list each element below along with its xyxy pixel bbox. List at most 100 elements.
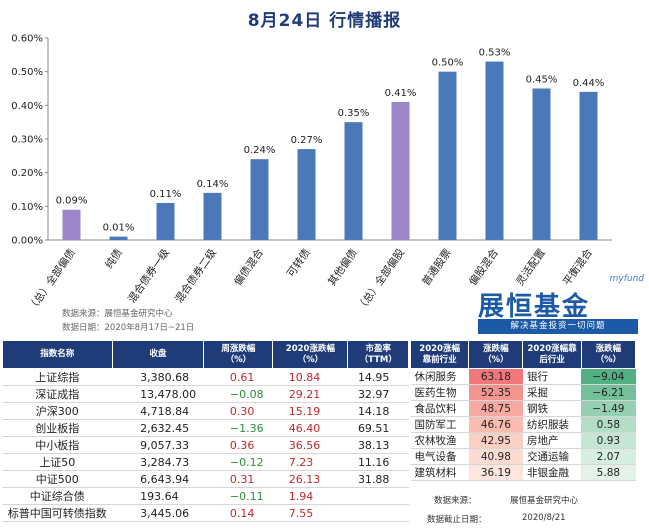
bar [250, 159, 269, 240]
x-tick-label: 普通股票 [419, 246, 454, 288]
data-label: 0.44% [573, 78, 605, 89]
x-tick-label: 混合债券一级 [125, 246, 172, 305]
header-index-name: 指数名称 [2, 340, 113, 369]
header-top-change: 涨跌幅 （%） [468, 340, 524, 369]
header-bottom-change: 涨跌幅 （%） [580, 340, 637, 369]
index-week-cell: 0.36 [203, 436, 273, 454]
index-year-cell: 46.40 [272, 419, 348, 437]
bottom-sector-change: −9.04 [581, 368, 636, 385]
bottom-sector-name: 纺织服装 [522, 416, 582, 433]
index-year-cell: 36.56 [272, 436, 348, 454]
index-pe-cell: 38.13 [347, 436, 409, 454]
data-label: 0.27% [291, 135, 323, 146]
top-sector-name: 国防军工 [410, 416, 469, 433]
y-tick-label: 0.20% [11, 168, 43, 179]
index-close-cell: 4,718.84 [112, 402, 204, 420]
index-week-cell: −1.36 [203, 419, 273, 437]
index-year-cell: 15.19 [272, 402, 348, 420]
header-year-change: 2020涨跌幅 （%） [272, 340, 349, 369]
index-pe-cell: 32.97 [347, 385, 409, 403]
table-row: 中小板指 9,057.33 0.36 36.56 38.13 [2, 436, 409, 454]
index-name-cell: 标普中国可转债指数 [2, 504, 113, 522]
index-week-cell: −0.08 [203, 385, 273, 403]
index-name-cell: 上证50 [2, 453, 113, 471]
index-name-cell: 深证成指 [2, 385, 113, 403]
bottom-sector-name: 钢铁 [522, 400, 582, 417]
bottom-sector-change: 0.58 [581, 416, 636, 433]
x-tick-label: （总）全部偏债 [25, 246, 78, 310]
y-tick-label: 0.30% [11, 135, 43, 146]
top-sector-name: 食品饮料 [410, 400, 469, 417]
index-week-cell: 0.14 [203, 504, 273, 522]
data-label: 0.45% [526, 75, 558, 86]
header-close: 收盘 [111, 340, 205, 369]
data-label: 0.14% [197, 179, 229, 190]
bottom-sector-name: 房地产 [522, 432, 582, 449]
footer-source-label: 数据来源： [434, 496, 477, 506]
y-tick-label: 0.50% [11, 67, 43, 78]
x-tick-label: 平衡混合 [560, 246, 595, 288]
index-close-cell: 3,445.06 [112, 504, 204, 522]
bar [156, 202, 175, 240]
index-name-cell: 上证综指 [2, 368, 113, 386]
logo-small-text: myfund [609, 274, 644, 284]
index-pe-cell [347, 504, 409, 522]
index-close-cell: 6,643.94 [112, 470, 204, 488]
top-sector-name: 休闲服务 [410, 368, 469, 385]
x-tick-label: 其他偏债 [325, 246, 360, 288]
index-pe-cell [347, 487, 409, 505]
bottom-sector-name: 银行 [522, 368, 582, 385]
table-row: 标普中国可转债指数 3,445.06 0.14 7.55 [2, 504, 409, 522]
y-tick-label: 0.00% [11, 236, 43, 247]
index-pe-cell: 14.18 [347, 402, 409, 420]
table-row: 上证50 3,284.73 −0.12 7.23 11.16 [2, 453, 409, 471]
logo-slogan: 解决基金投资一切问题 [478, 319, 638, 334]
footer-source-value: 展恒基金研究中心 [510, 496, 579, 506]
sector-table-header: 2020涨幅 靠前行业 涨跌幅 （%） 2020涨幅靠 后行业 涨跌幅 （%） [409, 340, 637, 369]
table-row: 沪深300 4,718.84 0.30 15.19 14.18 [2, 402, 409, 420]
data-label: 0.35% [338, 108, 370, 119]
bottom-sector-name: 交通运输 [522, 448, 582, 465]
bar [62, 209, 81, 240]
table-row: 电气设备 40.98 交通运输 2.07 [410, 448, 636, 465]
bar [203, 192, 222, 240]
index-close-cell: 2,632.45 [112, 419, 204, 437]
index-close-cell: 3,284.73 [112, 453, 204, 471]
header-pe: 市盈率 （TTM） [347, 340, 409, 369]
table-row: 食品饮料 48.75 钢铁 −1.49 [410, 400, 636, 417]
index-pe-cell: 11.16 [347, 453, 409, 471]
header-bottom-sector: 2020涨幅靠 后行业 [522, 340, 582, 369]
top-sector-change: 36.19 [468, 464, 523, 481]
index-close-cell: 13,478.00 [112, 385, 204, 403]
logo-main-text: 展恒基金 [478, 292, 591, 322]
index-week-cell: −0.11 [203, 487, 273, 505]
bar [391, 101, 410, 240]
chart-source: 数据来源：展恒基金研究中心 [62, 309, 173, 319]
x-tick-label: 灵活配置 [514, 247, 548, 288]
y-tick-label: 0.40% [11, 101, 43, 112]
bar [532, 88, 551, 240]
x-tick-label: 纯债 [102, 246, 125, 271]
data-label: 0.50% [432, 58, 464, 69]
top-sector-name: 医药生物 [410, 384, 469, 401]
y-tick-label: 0.10% [11, 202, 43, 213]
index-year-cell: 26.13 [272, 470, 348, 488]
index-week-cell: 0.30 [203, 402, 273, 420]
bottom-sector-change: −1.49 [581, 400, 636, 417]
index-close-cell: 9,057.33 [112, 436, 204, 454]
table-row: 休闲服务 63.18 银行 −9.04 [410, 368, 636, 385]
index-week-cell: 0.61 [203, 368, 273, 386]
y-tick-label: 0.60% [11, 34, 43, 45]
x-tick-label: 偏股混合 [466, 246, 501, 288]
data-label: 0.53% [479, 48, 511, 59]
data-label: 0.09% [56, 196, 88, 207]
table-row: 创业板指 2,632.45 −1.36 46.40 69.51 [2, 419, 409, 437]
table-row: 国防军工 46.76 纺织服装 0.58 [410, 416, 636, 433]
chart-date: 数据日期：2020年8月17日~21日 [62, 323, 195, 333]
bar [438, 71, 457, 240]
index-table: 指数名称 收盘 周涨跌幅 （%） 2020涨跌幅 （%） 市盈率 （TTM） 上证综指… [2, 340, 409, 522]
top-sector-change: 52.35 [468, 384, 523, 401]
top-sector-change: 46.76 [468, 416, 523, 433]
index-name-cell: 沪深300 [2, 402, 113, 420]
table-row: 上证综指 3,380.68 0.61 10.84 14.95 [2, 368, 409, 386]
